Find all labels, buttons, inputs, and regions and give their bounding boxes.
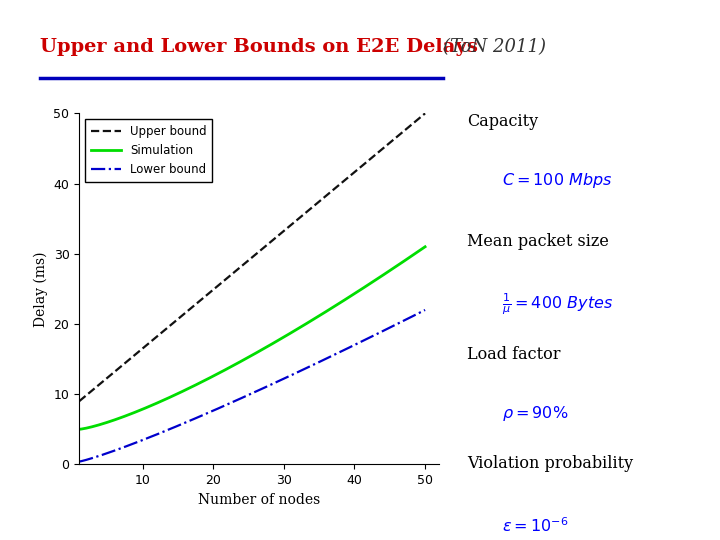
Text: $\varepsilon = 10^{-6}$: $\varepsilon = 10^{-6}$ [502, 517, 568, 536]
Legend: Upper bound, Simulation, Lower bound: Upper bound, Simulation, Lower bound [85, 119, 212, 182]
Line: Lower bound: Lower bound [79, 310, 425, 462]
Lower bound [420, 307, 429, 313]
Simulation [75, 426, 84, 433]
Text: Violation probability: Violation probability [467, 455, 633, 472]
Line: Simulation: Simulation [79, 247, 425, 429]
Lower bound [75, 458, 84, 465]
Lower bound [366, 334, 375, 340]
Simulation [366, 280, 375, 286]
Simulation [76, 426, 85, 433]
Y-axis label: Delay (ms): Delay (ms) [34, 251, 48, 327]
Lower bound [281, 375, 289, 381]
Text: Mean packet size: Mean packet size [467, 233, 609, 250]
Text: (ToN 2011): (ToN 2011) [443, 38, 546, 56]
Lower bound [388, 323, 397, 329]
Simulation [287, 329, 295, 336]
Text: Load factor: Load factor [467, 346, 560, 363]
Simulation [279, 334, 288, 340]
Upper bound [279, 227, 288, 234]
X-axis label: Number of nodes: Number of nodes [198, 492, 320, 507]
Simulation [281, 333, 289, 340]
Lower bound [279, 375, 288, 382]
Lower bound [76, 458, 85, 464]
Text: $C = 100\ Mbps$: $C = 100\ Mbps$ [502, 171, 612, 190]
Upper bound [287, 222, 295, 228]
Text: $\frac{1}{\mu} = 400\ Bytes$: $\frac{1}{\mu} = 400\ Bytes$ [502, 292, 613, 317]
Simulation [420, 244, 429, 250]
Upper bound [76, 397, 85, 403]
Lower bound [287, 372, 295, 379]
Simulation [388, 266, 397, 272]
Text: Capacity: Capacity [467, 113, 538, 130]
Upper bound [388, 137, 397, 144]
Text: Upper and Lower Bounds on E2E Delays: Upper and Lower Bounds on E2E Delays [40, 38, 477, 56]
Upper bound [420, 110, 429, 117]
Upper bound [281, 227, 289, 233]
Upper bound [75, 398, 84, 404]
Text: $\rho = 90\%$: $\rho = 90\%$ [502, 404, 568, 423]
Upper bound [366, 156, 375, 162]
Line: Upper bound: Upper bound [79, 113, 425, 401]
